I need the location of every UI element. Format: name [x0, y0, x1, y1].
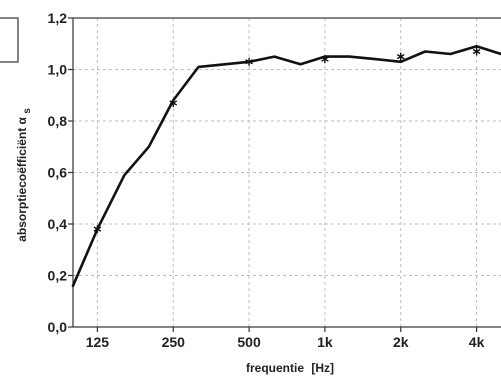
y-axis-label: absorptiecoëfficiënt α s	[15, 108, 33, 242]
y-tick-label: 0,0	[48, 319, 68, 335]
y-tick-label: 0,4	[48, 216, 68, 232]
x-tick-label: 4k	[469, 334, 485, 350]
y-tick-label: 1,0	[48, 62, 68, 78]
data-point-marker	[472, 47, 481, 56]
x-axis-ticks: 125 250 500 1k 2k 4k	[86, 327, 485, 350]
x-axis-label: frequentie [Hz]	[246, 361, 334, 375]
legend-box-fragment	[0, 17, 19, 63]
x-tick-label: 2k	[393, 334, 409, 350]
data-point-marker	[321, 55, 329, 64]
x-tick-label: 125	[86, 334, 110, 350]
x-tick-label: 250	[162, 334, 186, 350]
data-series	[71, 45, 501, 288]
plot-frame	[72, 17, 501, 328]
y-tick-label: 1,2	[48, 10, 68, 26]
y-axis-label-subscript: s	[22, 108, 33, 114]
x-axis-label-unit: [Hz]	[311, 361, 334, 375]
data-point-marker	[396, 52, 405, 61]
data-point-marker	[169, 98, 178, 107]
grid-lines	[73, 18, 501, 327]
y-tick-label: 0,2	[48, 268, 68, 284]
y-axis-ticks: 0,0 0,2 0,4 0,6 0,8 1,0 1,2	[48, 10, 73, 335]
y-tick-label: 0,8	[48, 113, 68, 129]
x-tick-label: 500	[237, 334, 261, 350]
absorption-curve	[71, 45, 501, 288]
x-axis-label-main: frequentie	[246, 361, 304, 375]
x-tick-label: 1k	[317, 334, 333, 350]
y-tick-label: 0,6	[48, 165, 68, 181]
data-point-marker	[245, 57, 253, 66]
y-axis-label-main: absorptiecoëfficiënt α	[15, 116, 29, 241]
data-point-marker	[93, 225, 102, 234]
